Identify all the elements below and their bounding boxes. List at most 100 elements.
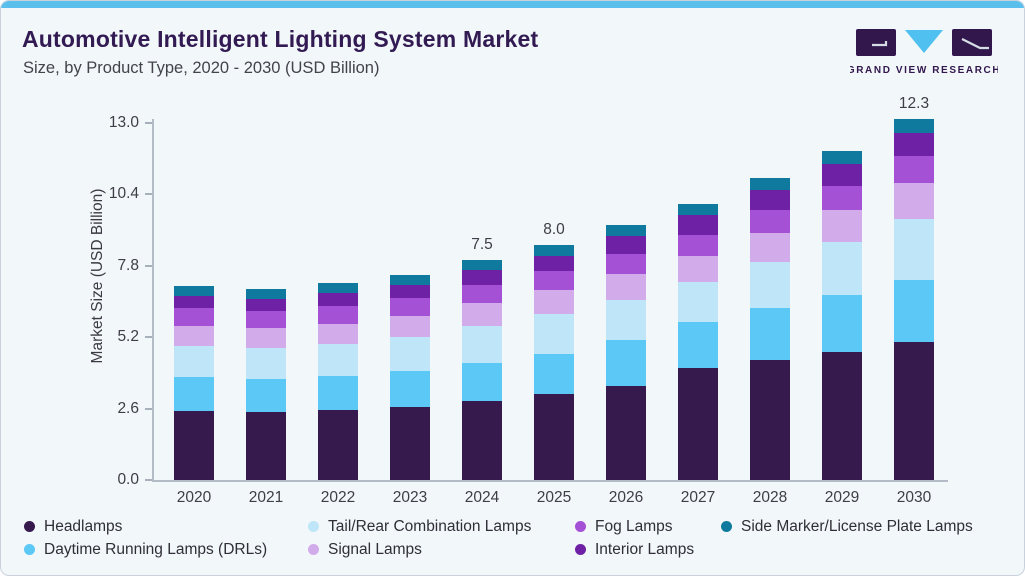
bar-segment-interior-lamps-2022 bbox=[318, 293, 358, 306]
bar-segment-interior-lamps-2025 bbox=[534, 255, 574, 272]
bar-segment-signal-lamps-2022 bbox=[318, 323, 358, 344]
bar-segment-interior-lamps-2027 bbox=[678, 215, 718, 235]
x-label-2027: 2027 bbox=[680, 489, 716, 506]
bar-segment-side-marker-license-plate-lamps-2025 bbox=[534, 245, 574, 256]
bar-segment-fog-lamps-2027 bbox=[678, 234, 718, 256]
bar-2027 bbox=[678, 204, 718, 480]
bar-segment-tail-rear-combination-lamps-2025 bbox=[534, 314, 574, 354]
x-label-2021: 2021 bbox=[248, 489, 284, 506]
bar-segment-daytime-running-lamps-drls-2028 bbox=[750, 307, 790, 361]
y-tick-mark bbox=[145, 264, 152, 267]
legend-dot-headlamps bbox=[24, 521, 35, 532]
legend-item-side-marker-license-plate-lamps: Side Marker/License Plate Lamps bbox=[721, 518, 973, 535]
y-tick-label-7.8: 7.8 bbox=[117, 256, 139, 274]
x-label-2029: 2029 bbox=[824, 489, 860, 506]
legend-label-signal-lamps: Signal Lamps bbox=[328, 540, 422, 558]
bar-segment-tail-rear-combination-lamps-2026 bbox=[606, 300, 646, 340]
page-title: Automotive Intelligent Lighting System M… bbox=[22, 26, 539, 52]
bar-segment-side-marker-license-plate-lamps-2024 bbox=[462, 259, 502, 271]
bar-segment-side-marker-license-plate-lamps-2029 bbox=[822, 151, 862, 164]
bar-segment-signal-lamps-2030 bbox=[894, 183, 934, 219]
legend-label-headlamps: Headlamps bbox=[44, 517, 123, 535]
legend-dot-side-marker-license-plate-lamps bbox=[721, 521, 732, 532]
bar-segment-daytime-running-lamps-drls-2030 bbox=[894, 279, 934, 343]
x-label-2028: 2028 bbox=[752, 489, 788, 506]
bar-2023 bbox=[390, 274, 430, 480]
bar-segment-side-marker-license-plate-lamps-2027 bbox=[678, 204, 718, 216]
legend-item-tail-rear-combination-lamps: Tail/Rear Combination Lamps bbox=[308, 518, 531, 535]
x-label-2025: 2025 bbox=[536, 489, 572, 506]
bar-segment-fog-lamps-2030 bbox=[894, 156, 934, 183]
bar-segment-tail-rear-combination-lamps-2029 bbox=[822, 242, 862, 296]
bar-segment-signal-lamps-2020 bbox=[174, 326, 214, 346]
bar-segment-daytime-running-lamps-drls-2026 bbox=[606, 340, 646, 387]
bar-segment-tail-rear-combination-lamps-2028 bbox=[750, 261, 790, 308]
bar-segment-tail-rear-combination-lamps-2027 bbox=[678, 281, 718, 323]
bar-segment-headlamps-2020 bbox=[174, 411, 214, 480]
y-axis-line bbox=[152, 119, 154, 480]
bar-segment-side-marker-license-plate-lamps-2026 bbox=[606, 224, 646, 236]
bar-segment-daytime-running-lamps-drls-2020 bbox=[174, 377, 214, 412]
legend-dot-fog-lamps bbox=[575, 521, 586, 532]
x-label-2030: 2030 bbox=[896, 489, 932, 506]
bar-segment-tail-rear-combination-lamps-2030 bbox=[894, 218, 934, 280]
bar-segment-daytime-running-lamps-drls-2022 bbox=[318, 375, 358, 411]
bar-segment-interior-lamps-2028 bbox=[750, 189, 790, 211]
logo-triangle-icon bbox=[905, 30, 943, 53]
bar-2026 bbox=[606, 224, 646, 480]
bar-segment-tail-rear-combination-lamps-2021 bbox=[246, 347, 286, 380]
y-tick-mark bbox=[145, 336, 152, 339]
bar-segment-fog-lamps-2021 bbox=[246, 310, 286, 329]
bar-segment-fog-lamps-2023 bbox=[390, 298, 430, 317]
bar-segment-side-marker-license-plate-lamps-2021 bbox=[246, 289, 286, 299]
bar-segment-headlamps-2027 bbox=[678, 368, 718, 480]
page-subtitle: Size, by Product Type, 2020 - 2030 (USD … bbox=[23, 59, 380, 77]
bar-segment-interior-lamps-2021 bbox=[246, 298, 286, 311]
bar-segment-signal-lamps-2021 bbox=[246, 328, 286, 348]
bar-segment-headlamps-2030 bbox=[894, 342, 934, 480]
y-tick-mark bbox=[145, 193, 152, 196]
bar-segment-headlamps-2025 bbox=[534, 394, 574, 480]
bar-segment-headlamps-2029 bbox=[822, 352, 862, 480]
bar-segment-headlamps-2022 bbox=[318, 410, 358, 480]
bar-segment-tail-rear-combination-lamps-2023 bbox=[390, 337, 430, 372]
bar-total-label-2024: 7.5 bbox=[471, 235, 493, 253]
legend-label-interior-lamps: Interior Lamps bbox=[595, 540, 695, 558]
legend-item-interior-lamps: Interior Lamps bbox=[575, 541, 694, 558]
logo-right-shape bbox=[952, 29, 992, 56]
bar-2029 bbox=[822, 151, 862, 480]
bar-segment-interior-lamps-2023 bbox=[390, 284, 430, 299]
bar-segment-side-marker-license-plate-lamps-2023 bbox=[390, 274, 430, 285]
bar-segment-daytime-running-lamps-drls-2027 bbox=[678, 322, 718, 369]
bar-segment-side-marker-license-plate-lamps-2022 bbox=[318, 283, 358, 294]
bar-segment-fog-lamps-2022 bbox=[318, 305, 358, 324]
x-label-2022: 2022 bbox=[320, 489, 356, 506]
bar-2020 bbox=[174, 286, 214, 480]
legend-dot-interior-lamps bbox=[575, 544, 586, 555]
bar-segment-daytime-running-lamps-drls-2025 bbox=[534, 353, 574, 394]
bar-segment-tail-rear-combination-lamps-2020 bbox=[174, 345, 214, 378]
bar-2025 bbox=[534, 245, 574, 480]
bar-segment-tail-rear-combination-lamps-2024 bbox=[462, 325, 502, 363]
x-label-2020: 2020 bbox=[176, 489, 212, 506]
x-label-2024: 2024 bbox=[464, 489, 500, 506]
bar-segment-side-marker-license-plate-lamps-2020 bbox=[174, 286, 214, 297]
bar-2022 bbox=[318, 283, 358, 480]
bar-segment-fog-lamps-2026 bbox=[606, 253, 646, 275]
legend-label-daytime-running-lamps-drls: Daytime Running Lamps (DRLs) bbox=[44, 540, 268, 558]
legend-label-side-marker-license-plate-lamps: Side Marker/License Plate Lamps bbox=[741, 517, 973, 535]
bar-segment-signal-lamps-2029 bbox=[822, 210, 862, 243]
bar-segment-side-marker-license-plate-lamps-2030 bbox=[894, 119, 934, 133]
bar-segment-interior-lamps-2020 bbox=[174, 296, 214, 309]
bar-segment-interior-lamps-2024 bbox=[462, 270, 502, 285]
y-tick-mark bbox=[145, 479, 152, 481]
bar-segment-side-marker-license-plate-lamps-2028 bbox=[750, 177, 790, 190]
bar-segment-headlamps-2021 bbox=[246, 412, 286, 480]
bar-segment-daytime-running-lamps-drls-2029 bbox=[822, 295, 862, 353]
bar-segment-interior-lamps-2030 bbox=[894, 132, 934, 157]
bar-2024 bbox=[462, 259, 502, 480]
x-label-2026: 2026 bbox=[608, 489, 644, 506]
y-tick-label-0.0: 0.0 bbox=[117, 471, 139, 488]
bar-segment-daytime-running-lamps-drls-2023 bbox=[390, 371, 430, 407]
